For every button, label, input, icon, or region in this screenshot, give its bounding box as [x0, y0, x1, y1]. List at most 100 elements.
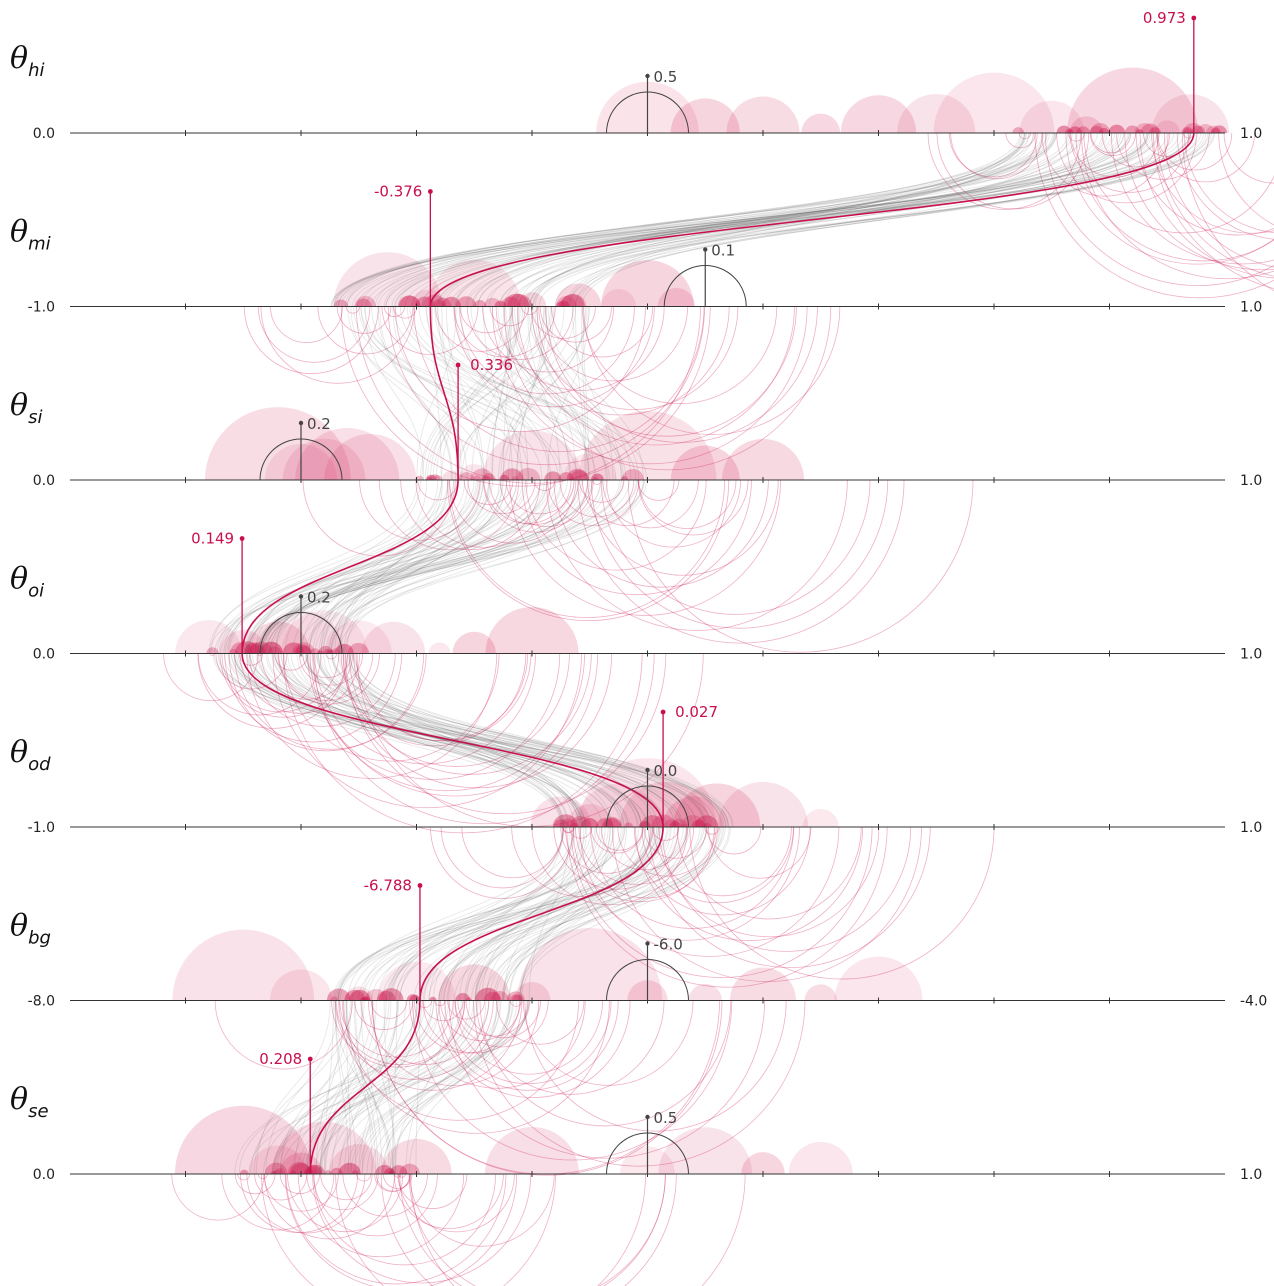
- posterior-arc: [412, 1000, 733, 1161]
- posterior-arc: [602, 479, 699, 529]
- sample-trajectory: [315, 653, 726, 828]
- posterior-bubble: [267, 646, 282, 654]
- sample-trajectory: [304, 653, 717, 828]
- posterior-bubble: [623, 822, 634, 827]
- posterior-arc: [283, 653, 500, 762]
- posterior-bubble: [511, 994, 524, 1001]
- posterior-arc: [449, 479, 726, 618]
- sample-trajectory: [492, 306, 640, 481]
- posterior-bubble: [570, 822, 579, 827]
- sample-trajectory: [272, 1000, 529, 1175]
- posterior-arc: [600, 479, 871, 615]
- sample-trajectory: [358, 1000, 415, 1175]
- sample-trajectory: [497, 306, 607, 481]
- sample-trajectory: [531, 306, 595, 481]
- sample-trajectory: [516, 306, 548, 481]
- sample-trajectory: [237, 653, 677, 828]
- posterior-arc: [440, 826, 564, 889]
- posterior-bubble: [670, 818, 688, 827]
- posterior-bubble: [330, 648, 341, 654]
- sample-trajectory: [287, 653, 563, 828]
- sample-trajectory: [230, 653, 698, 828]
- sample-trajectory: [491, 306, 513, 481]
- posterior-bubble: [294, 644, 313, 654]
- posterior-arc: [221, 653, 340, 713]
- sample-trajectory: [568, 132, 1078, 307]
- sample-trajectory: [241, 479, 477, 654]
- posterior-arc: [320, 1173, 373, 1201]
- sample-trajectory: [454, 826, 730, 1001]
- row-oi: θoi 0.0 1.0: [10, 562, 1262, 663]
- sample-trajectory: [338, 826, 626, 1001]
- sample-trajectory: [245, 479, 526, 654]
- axis-min-label-od: -1.0: [28, 820, 55, 836]
- posterior-bubble: [429, 996, 437, 1001]
- posterior-bubble: [172, 929, 315, 1001]
- posterior-arc: [356, 306, 711, 484]
- sample-trajectory: [503, 826, 721, 1001]
- sample-trajectory: [339, 826, 705, 1001]
- posterior-bubble: [381, 1138, 452, 1174]
- posterior-bubble: [560, 293, 587, 307]
- posterior-bubble: [245, 621, 310, 654]
- posterior-bubble: [282, 642, 305, 654]
- posterior-arc: [444, 1000, 612, 1085]
- posterior-arc: [648, 826, 931, 969]
- sample-trajectory: [265, 1000, 339, 1175]
- sample-trajectory: [371, 132, 1191, 307]
- posterior-bubble: [1089, 125, 1104, 133]
- sample-trajectory: [509, 132, 1215, 307]
- posterior-arc: [408, 1173, 666, 1286]
- posterior-bubble: [305, 1167, 320, 1174]
- sample-trajectory: [322, 479, 500, 654]
- posterior-arc: [454, 1000, 549, 1048]
- posterior-bubble: [330, 1167, 343, 1174]
- sample-trajectory: [575, 132, 1030, 307]
- posterior-arc: [562, 826, 575, 834]
- sample-trajectory: [234, 653, 587, 828]
- posterior-bubble: [175, 620, 242, 654]
- posterior-arc: [224, 653, 403, 743]
- posterior-bubble: [287, 1161, 312, 1174]
- posterior-bubble: [344, 986, 373, 1001]
- axis-max-label-bg: -4.0: [1240, 994, 1267, 1010]
- posterior-bubble: [355, 298, 372, 307]
- posterior-bubble: [361, 996, 370, 1001]
- sample-trajectory: [554, 132, 1212, 307]
- posterior-arc: [393, 306, 418, 319]
- posterior-bubble: [673, 783, 761, 827]
- posterior-bubble: [595, 818, 614, 827]
- sample-trajectory: [377, 1000, 513, 1175]
- sample-trajectory: [392, 306, 468, 481]
- sample-trajectory: [391, 132, 1125, 307]
- posterior-bubble: [309, 648, 321, 654]
- sample-trajectory: [331, 132, 1148, 307]
- posterior-arc: [577, 479, 905, 644]
- posterior-arc: [234, 1173, 276, 1195]
- posterior-arc: [335, 1173, 646, 1286]
- posterior-bubble: [409, 994, 421, 1001]
- sample-trajectory: [386, 826, 684, 1001]
- posterior-bubble: [620, 476, 629, 480]
- posterior-bubble: [426, 476, 433, 480]
- prior-label-si: 0.2: [307, 415, 331, 433]
- sample-trajectory: [437, 306, 483, 481]
- sample-trajectory: [262, 479, 593, 654]
- posterior-arc: [1156, 132, 1255, 182]
- posterior-arc: [359, 479, 481, 541]
- posterior-arc: [306, 1173, 379, 1210]
- posterior-arc: [1075, 132, 1274, 262]
- sample-trajectory: [371, 1000, 528, 1175]
- posterior-arc: [536, 306, 797, 437]
- posterior-bubble: [333, 299, 348, 307]
- posterior-arc: [617, 826, 717, 877]
- posterior-arc: [415, 479, 552, 548]
- sample-trajectory: [237, 653, 603, 828]
- mean-trajectory: [241, 479, 459, 654]
- posterior-bubble: [398, 295, 421, 307]
- sample-trajectory: [464, 826, 659, 1001]
- posterior-arc: [345, 306, 360, 314]
- axis-max-label-hi: 1.0: [1240, 126, 1262, 142]
- sample-trajectory: [525, 132, 1147, 307]
- sample-trajectory: [425, 306, 617, 481]
